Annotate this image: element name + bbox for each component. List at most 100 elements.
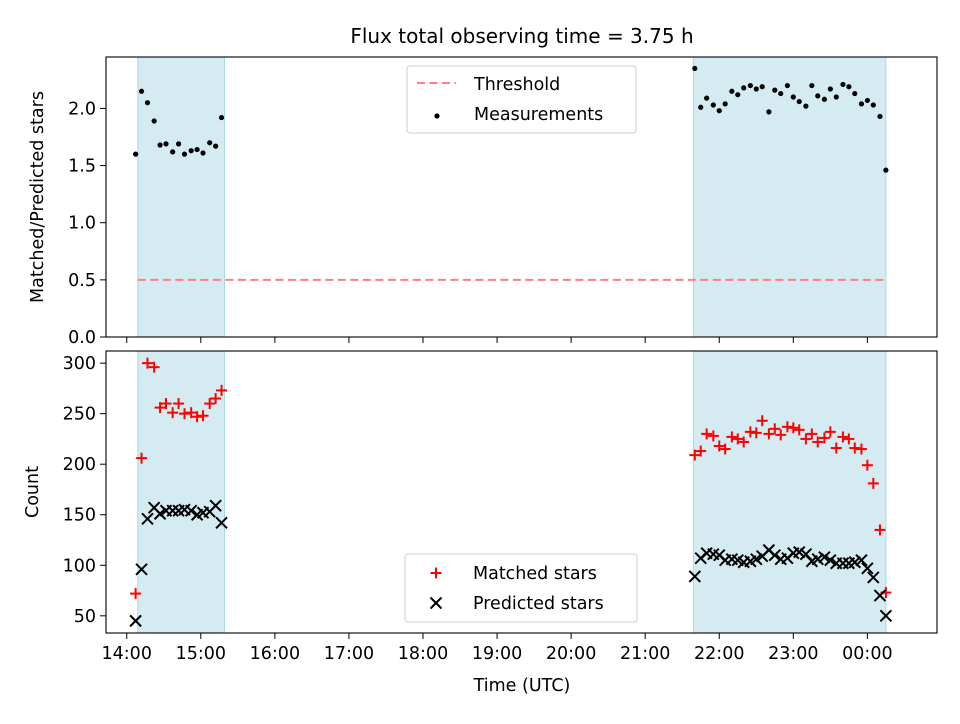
measurement-point	[747, 82, 753, 89]
legend-measurements-swatch	[434, 113, 440, 119]
y-tick-label: 1.0	[68, 214, 96, 234]
matched-star-point	[756, 415, 768, 427]
predicted-star-point	[861, 562, 874, 575]
matched-star-point	[136, 452, 148, 464]
measurement-point	[772, 87, 778, 93]
matched-star-point	[849, 442, 861, 454]
legend-measurements-label: Measurements	[474, 105, 603, 125]
x-tick-label: 21:00	[620, 644, 670, 664]
matched-star-point	[861, 459, 873, 471]
predicted-star-point-b	[873, 589, 887, 602]
measurement-point	[821, 96, 828, 102]
x-tick-label: 17:00	[324, 644, 374, 664]
bottom-observing-window-1	[137, 350, 226, 634]
predicted-star-point-b	[725, 553, 739, 566]
predicted-star-point-b	[688, 570, 702, 583]
predicted-star-point-b	[824, 554, 837, 567]
measurement-point	[883, 167, 889, 173]
legend-predicted-marker-b	[429, 596, 443, 610]
measurement-point	[809, 82, 815, 89]
predicted-star-point	[879, 609, 893, 623]
y-tick-label: 200	[63, 455, 96, 475]
predicted-star-point-b	[707, 547, 720, 561]
matched-star-point	[855, 443, 867, 455]
matched-star-point	[191, 411, 203, 423]
measurement-point	[753, 86, 759, 92]
measurement-point	[803, 103, 809, 109]
matched-star-point	[726, 431, 738, 443]
predicted-star-point	[141, 512, 154, 525]
matched-star-point	[707, 430, 719, 442]
predicted-star-point-b	[135, 563, 148, 576]
measurement-point	[846, 84, 852, 90]
measurement-point	[704, 95, 710, 101]
matched-star-point	[837, 431, 849, 443]
matched-star-point	[216, 384, 228, 396]
matched-star-point	[197, 410, 209, 422]
y-tick-label: 150	[63, 506, 96, 526]
matched-star-point	[160, 398, 172, 410]
ratio-panel: 0.00.51.01.52.0 Matched/Predicted stars …	[28, 56, 938, 348]
x-tick-label: 22:00	[694, 644, 744, 664]
chart-title: Flux total observing time = 3.75 h	[350, 24, 693, 48]
measurement-point	[218, 114, 225, 121]
measurement-point	[833, 94, 839, 100]
measurement-point	[840, 81, 846, 88]
legend-matched-label: Matched stars	[473, 564, 597, 584]
bottom-legend: Matched stars Predicted stars	[404, 553, 638, 623]
predicted-star-point-b	[861, 562, 874, 575]
measurement-point	[778, 90, 784, 97]
measurement-point	[151, 118, 157, 124]
measurement-point	[864, 97, 870, 104]
matched-star-point	[867, 477, 879, 489]
measurement-point	[735, 92, 741, 98]
matched-star-point	[775, 429, 787, 441]
measurement-point	[858, 101, 865, 107]
measurement-point	[207, 140, 213, 146]
legend-predicted-marker	[429, 596, 443, 610]
predicted-star-point-b	[879, 609, 893, 623]
legend-matched-swatch	[430, 567, 442, 579]
x-tick-label: 18:00	[398, 644, 448, 664]
matched-star-point	[824, 426, 836, 438]
measurement-point	[698, 104, 704, 110]
matched-star-point	[818, 432, 830, 444]
matched-star-point	[738, 436, 750, 448]
predicted-star-point-b	[793, 545, 806, 559]
y-tick-label: 0.0	[68, 328, 96, 348]
matched-star-point	[141, 357, 153, 369]
y-tick-label: 300	[63, 354, 96, 374]
x-tick-label: 23:00	[768, 644, 818, 664]
measurement-point	[181, 151, 188, 157]
top-observing-window-1	[137, 56, 226, 338]
top-legend: Threshold Measurements	[406, 65, 637, 134]
measurement-point	[784, 82, 790, 89]
measurement-point	[200, 150, 206, 156]
top-observing-window-2	[692, 56, 887, 338]
bottom-legend-box	[404, 553, 638, 623]
predicted-star-point-b	[153, 507, 167, 520]
bottom-axes-frame	[105, 350, 938, 634]
predicted-star-point-b	[184, 504, 198, 517]
matched-star-point	[812, 436, 824, 448]
predicted-star-point-b	[141, 512, 154, 525]
measurement-point	[194, 146, 200, 153]
measurement-point	[157, 142, 163, 148]
predicted-star-point	[688, 570, 702, 583]
legend-matched-marker	[430, 567, 442, 579]
top-y-axis-label: Matched/Predicted stars	[28, 91, 48, 303]
matched-star-point	[732, 433, 744, 445]
top-legend-box	[406, 65, 637, 134]
y-tick-label: 1.5	[68, 157, 96, 177]
predicted-star-point	[135, 563, 148, 576]
matched-star-point	[130, 588, 142, 600]
matched-star-point	[701, 428, 713, 440]
matched-star-point	[744, 426, 756, 438]
matched-star-points	[130, 357, 892, 600]
x-tick-label: 19:00	[472, 644, 522, 664]
predicted-star-point	[184, 504, 198, 517]
predicted-star-point	[209, 499, 222, 512]
measurement-point	[790, 94, 796, 100]
matched-star-point	[167, 407, 179, 419]
